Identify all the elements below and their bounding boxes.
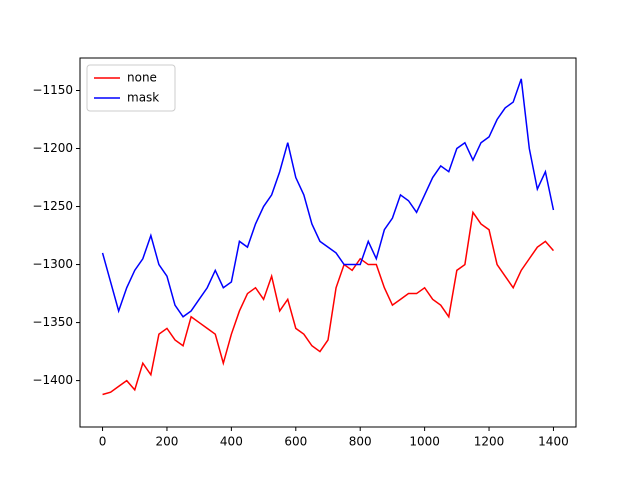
x-tick-label: 200 xyxy=(156,435,179,449)
y-tick-label: −1150 xyxy=(32,83,73,97)
y-tick-label: −1200 xyxy=(32,141,73,155)
y-tick-label: −1250 xyxy=(32,199,73,213)
x-tick-label: 600 xyxy=(284,435,307,449)
x-tick-label: 1200 xyxy=(474,435,505,449)
x-tick-label: 1000 xyxy=(409,435,440,449)
plot-frame xyxy=(79,57,577,428)
x-tick-label: 1400 xyxy=(538,435,569,449)
y-tick-label: −1300 xyxy=(32,257,73,271)
legend-label: mask xyxy=(127,91,159,105)
legend-box xyxy=(86,64,176,112)
x-tick-label: 800 xyxy=(349,435,372,449)
y-tick-label: −1400 xyxy=(32,373,73,387)
y-tick-label: −1350 xyxy=(32,315,73,329)
x-tick-label: 400 xyxy=(220,435,243,449)
data-line xyxy=(101,78,555,318)
x-tick-label: 0 xyxy=(99,435,107,449)
data-line xyxy=(102,210,555,396)
legend-label: none xyxy=(127,71,157,85)
